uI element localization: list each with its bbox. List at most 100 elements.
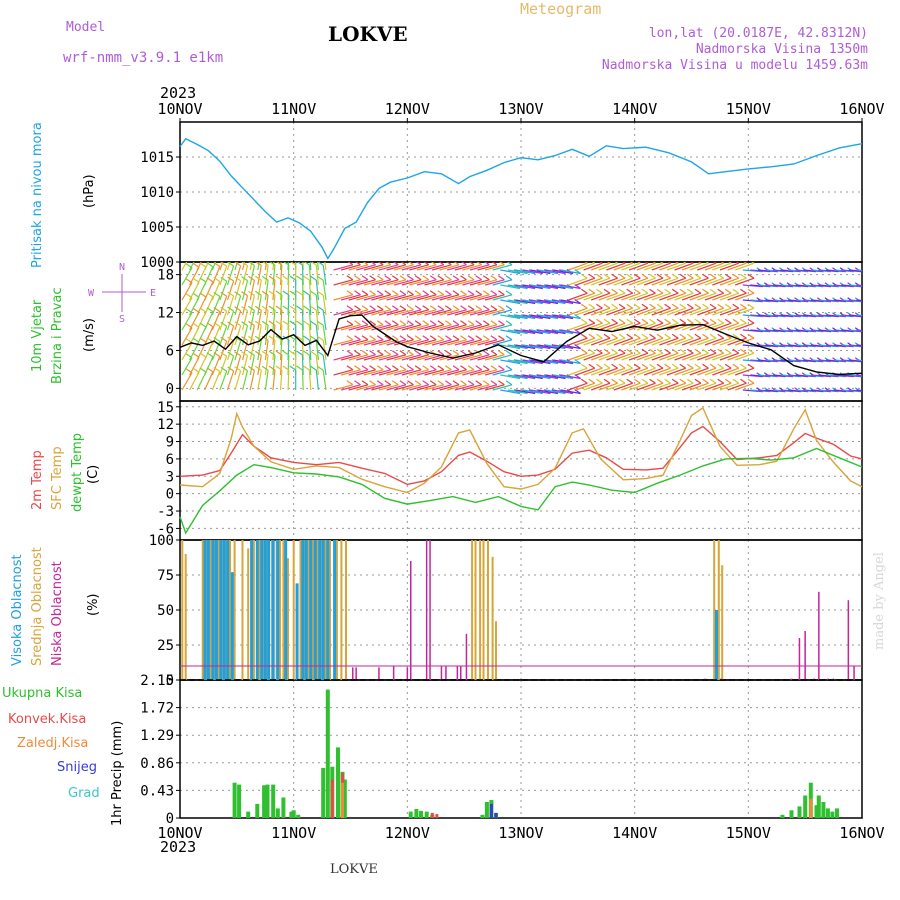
wind-barb-head [199,322,207,328]
wind-barb [727,337,747,346]
wind-barb-head [422,365,430,371]
wind-barb [371,354,391,361]
wind-barb [643,277,664,286]
wind-barb [316,262,319,271]
high-cloud-bar [230,572,234,680]
wind-barb [492,309,513,316]
wind-barb-head [429,365,437,371]
wind-barb [447,279,467,286]
wind-barb-head [724,363,732,369]
wind-barb [409,369,429,376]
wind-barb-head [656,348,664,354]
wind-barb [795,269,816,273]
wind-barb-head [254,365,262,371]
wind-barb-head [717,378,725,384]
wind-barb [780,269,801,273]
y-tick-label: 12 [157,306,174,322]
wind-barb-head [498,305,505,311]
wind-barb [553,344,574,350]
wind-barb-head [303,275,310,281]
wind-barb [773,329,794,333]
wind-barb-head [588,378,596,384]
wind-barb-head [391,320,399,326]
wind-barb-head [694,363,702,369]
wind-barb [606,262,626,271]
legend-konvek-kisa: Konvek.Kisa [8,712,87,727]
wind-barb-head [728,262,732,264]
wind-barb [462,339,482,346]
wind-barb [371,369,391,376]
wind-barb-head [633,363,641,369]
wind-barb-head [199,367,207,373]
wind-barb [401,354,422,361]
wind-barb-head [296,320,303,326]
wind-barb [363,279,384,286]
wind-barb-head [717,303,725,309]
wind-barb-head [574,314,581,319]
high-cloud-bar [214,540,218,680]
wind-barb [780,329,801,333]
wind-barb [219,325,228,346]
wind-barb-head [399,275,407,281]
wind-barb [242,262,246,271]
wind-barb-head [399,380,407,386]
wind-barb [196,371,207,391]
wind-barb-head [482,305,490,311]
wind-barb [530,314,551,320]
y-tick-label: 25 [157,638,174,654]
wind-barb [386,294,407,301]
wind-barb [810,389,831,393]
wind-barb-head [603,333,611,339]
x-tick-label-top: 14NOV [612,100,657,118]
wind-barb [287,369,290,391]
wind-barb-head [498,290,505,296]
wind-barb [841,329,862,333]
wind-barb-head [633,288,641,294]
wind-barb [356,309,376,316]
wind-barb-head [637,262,641,264]
wind-barb-head [241,262,248,267]
wind-barb [522,389,543,395]
wind-barb-head [740,303,747,309]
precip-total-bar [255,803,260,818]
low-cloud-bar [827,678,829,680]
wind-barb [568,262,588,271]
wind-barb-head [248,275,255,281]
high-cloud-bar [301,540,305,680]
wind-barb-head [747,348,755,354]
wind-barb-head [498,350,505,356]
wind-barb [431,324,452,331]
wind-barb [553,314,574,320]
wind-barb-head [422,275,430,281]
wind-barb [674,307,694,316]
wind-barb-head [254,350,262,356]
wind-barb-head [453,262,460,266]
wind-barb-head [227,366,234,372]
wind-barb [484,309,505,316]
compass-west: W [88,288,95,299]
wind-barb [810,299,831,303]
wind-barb [507,314,528,320]
wind-barb [454,309,475,316]
wind-barb [315,280,319,301]
wind-barb-head [369,275,376,281]
wind-barb [734,352,755,361]
wind-barb-head [498,275,505,281]
wind-barb [826,389,847,393]
wind-barb [689,322,709,331]
wind-barb-head [437,305,445,311]
wind-barb-head [870,373,876,377]
wind-barb-head [192,322,200,328]
wind-barb-head [248,365,255,371]
wind-barb-head [422,380,430,386]
wind-barb [765,389,786,393]
wind-barb-head [206,292,214,298]
wind-barb-head [490,275,498,281]
wind-barb [833,374,854,378]
wind-barb [447,384,467,391]
wind-barb-head [652,262,656,264]
wind-barb-head [275,305,283,311]
wind-barb [651,307,671,316]
wind-barb [371,279,391,286]
